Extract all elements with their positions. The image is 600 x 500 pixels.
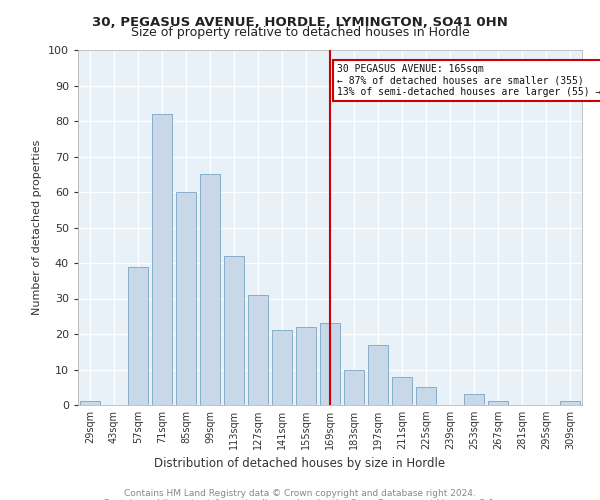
Bar: [368, 344, 388, 405]
Bar: [152, 114, 172, 405]
Bar: [392, 376, 412, 405]
Bar: [80, 402, 100, 405]
Bar: [464, 394, 484, 405]
Y-axis label: Number of detached properties: Number of detached properties: [32, 140, 43, 315]
Bar: [560, 402, 580, 405]
Text: Size of property relative to detached houses in Hordle: Size of property relative to detached ho…: [131, 26, 469, 39]
Text: Distribution of detached houses by size in Hordle: Distribution of detached houses by size …: [154, 458, 446, 470]
Bar: [416, 387, 436, 405]
Bar: [176, 192, 196, 405]
Bar: [224, 256, 244, 405]
Bar: [272, 330, 292, 405]
Text: 30, PEGASUS AVENUE, HORDLE, LYMINGTON, SO41 0HN: 30, PEGASUS AVENUE, HORDLE, LYMINGTON, S…: [92, 16, 508, 29]
Bar: [344, 370, 364, 405]
Bar: [200, 174, 220, 405]
Bar: [248, 295, 268, 405]
Bar: [488, 402, 508, 405]
Bar: [320, 324, 340, 405]
Bar: [128, 266, 148, 405]
Text: 30 PEGASUS AVENUE: 165sqm
← 87% of detached houses are smaller (355)
13% of semi: 30 PEGASUS AVENUE: 165sqm ← 87% of detac…: [337, 64, 600, 98]
Bar: [296, 327, 316, 405]
Text: Contains HM Land Registry data © Crown copyright and database right 2024.
Contai: Contains HM Land Registry data © Crown c…: [103, 489, 497, 500]
